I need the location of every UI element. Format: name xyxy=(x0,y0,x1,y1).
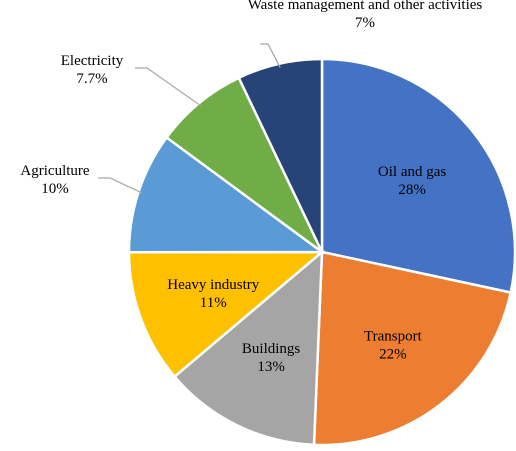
value-label: 22% xyxy=(379,347,407,363)
pie-slice xyxy=(320,57,516,295)
value-label: 28% xyxy=(398,182,426,198)
pie-slice xyxy=(237,57,324,253)
value-label: 7% xyxy=(355,15,375,31)
value-label: 7.7% xyxy=(76,71,107,87)
leader-line xyxy=(98,177,143,194)
leader-line xyxy=(135,67,202,107)
value-label: 13% xyxy=(257,359,285,375)
value-label: 10% xyxy=(41,181,69,197)
value-label: 11% xyxy=(200,295,227,311)
category-label: Transport xyxy=(364,329,423,345)
pie-slice xyxy=(172,249,324,447)
pie-slice xyxy=(312,250,513,447)
category-label: Oil and gas xyxy=(378,164,446,180)
category-label: Waste management and other activities xyxy=(248,0,483,13)
leader-line xyxy=(260,43,281,68)
pie-slice xyxy=(127,250,326,379)
pie-slice xyxy=(164,76,324,254)
category-label: Heavy industry xyxy=(167,277,260,293)
category-label: Agriculture xyxy=(20,163,89,179)
category-label: Electricity xyxy=(61,53,124,69)
category-label: Buildings xyxy=(242,341,301,357)
